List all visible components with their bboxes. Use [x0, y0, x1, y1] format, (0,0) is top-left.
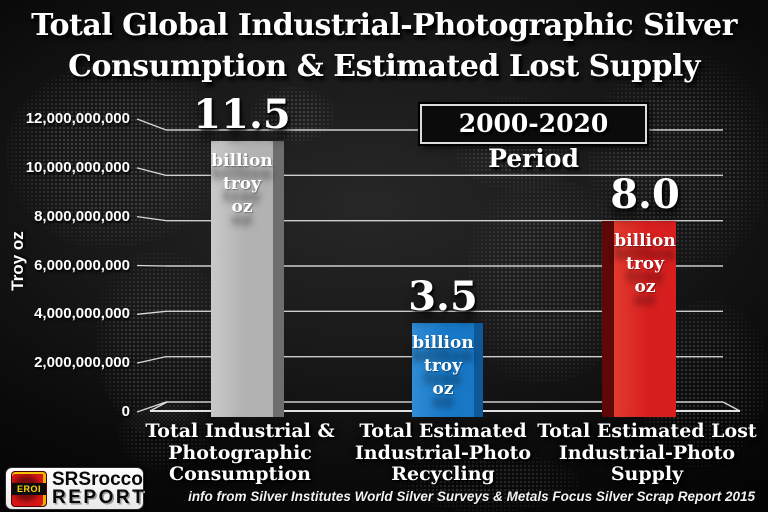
chart-title: Total Global Industrial-Photographic Sil…: [0, 5, 768, 87]
axis-tick: [136, 310, 167, 315]
bar-front-face: [412, 322, 474, 417]
y-tick-label: 2,000,000,000: [34, 354, 130, 372]
bar-side-face: [474, 322, 483, 417]
bar-unit-label: billion troy oz: [211, 151, 273, 218]
attribution-text: info from Silver Institutes World Silver…: [188, 489, 755, 504]
bar-category-label: Total Industrial & Photographic Consumptio…: [145, 420, 335, 485]
bar-value-label: 11.5: [193, 91, 291, 139]
y-tick-label: 10,000,000,000: [25, 158, 130, 176]
floor-left-edge: [149, 401, 168, 412]
bar-0: billion troy oz: [211, 141, 284, 417]
axis-tick: [136, 118, 167, 131]
y-tick-label: 4,000,000,000: [34, 305, 130, 323]
y-axis-title: Troy oz: [8, 231, 27, 291]
chart-title-line1: Total Global Industrial-Photographic Sil…: [31, 8, 737, 43]
logo-srsrocco-text: SRSrocco: [52, 468, 143, 490]
bar-value-label: 8.0: [610, 170, 680, 218]
logo-text: SRSrocco REPORT: [52, 468, 147, 508]
bar-1: billion troy oz: [412, 322, 483, 417]
y-tick-label: 0: [121, 403, 130, 420]
y-tick-label: 8,000,000,000: [34, 207, 130, 225]
bar-category-label: Total Estimated Industrial-Photo Recycling: [354, 420, 532, 485]
bar-category-label: Total Estimated Lost Industrial-Photo Supp…: [537, 420, 757, 485]
bar-side-face: [602, 220, 614, 417]
axis-tick: [136, 167, 167, 176]
y-tick-label: 12,000,000,000: [25, 110, 130, 127]
floor-right-edge: [722, 401, 741, 412]
axis-tick: [136, 216, 167, 222]
axis-tick: [136, 264, 167, 267]
eroi-icon: EROI: [11, 470, 47, 507]
period-badge: 2000-2020 Period: [420, 104, 647, 173]
y-tick-label: 6,000,000,000: [34, 256, 130, 274]
bar-front-face: [211, 141, 273, 417]
bar-front-face: [614, 220, 676, 417]
bar-value-label: 3.5: [408, 272, 478, 320]
bar-side-face: [273, 141, 284, 417]
chart-title-line2: Consumption & Estimated Lost Supply: [68, 49, 700, 84]
axis-tick: [136, 356, 167, 364]
axis-tick: [136, 401, 167, 413]
logo-report-text: REPORT: [52, 486, 147, 508]
bar-2: billion troy oz: [602, 220, 676, 417]
bar-unit-label: billion troy oz: [614, 230, 676, 297]
srsrocco-logo: EROI SRSrocco REPORT: [5, 467, 144, 510]
bar-unit-label: billion troy oz: [412, 332, 474, 399]
eroi-icon-label: EROI: [12, 482, 46, 495]
